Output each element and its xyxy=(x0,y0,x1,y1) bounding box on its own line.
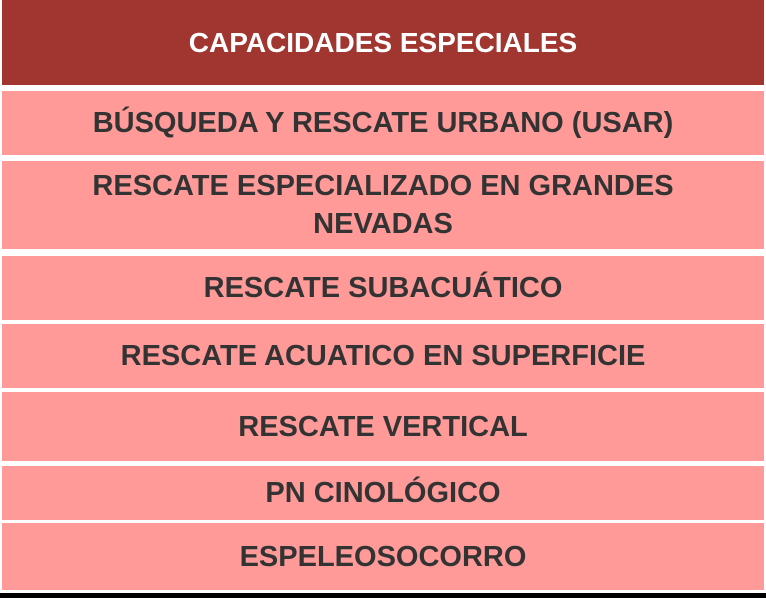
table-row: PN CINOLÓGICO xyxy=(2,466,764,520)
table-row: BÚSQUEDA Y RESCATE URBANO (USAR) xyxy=(2,91,764,155)
table-row: RESCATE VERTICAL xyxy=(2,392,764,461)
table-row: RESCATE ACUATICO EN SUPERFICIE xyxy=(2,324,764,388)
table-header: CAPACIDADES ESPECIALES xyxy=(2,0,764,85)
bottom-border xyxy=(0,593,766,598)
table-row: ESPELEOSOCORRO xyxy=(2,523,764,590)
table-row: RESCATE ESPECIALIZADO EN GRANDES NEVADAS xyxy=(2,161,764,249)
table-row: RESCATE SUBACUÁTICO xyxy=(2,256,764,320)
